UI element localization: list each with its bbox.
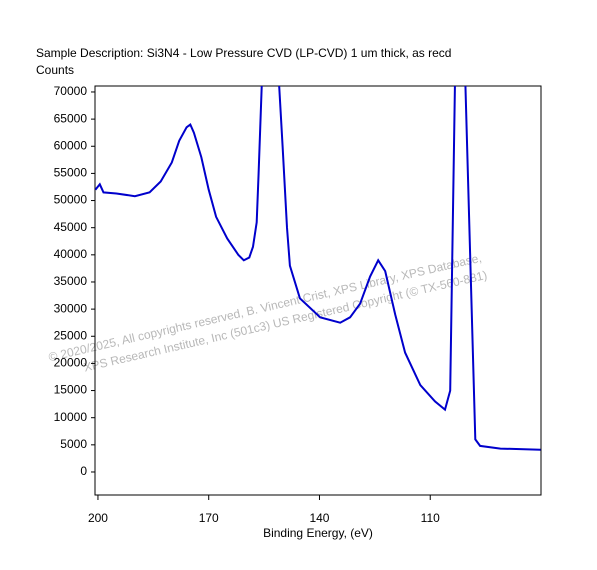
plot-frame	[94, 85, 542, 496]
y-tick-label: 20000	[54, 356, 88, 370]
chart-title: Sample Description: Si3N4 - Low Pressure…	[36, 46, 451, 60]
watermark-line: XPS Research Institute, Inc (501c3) US R…	[82, 268, 488, 375]
y-tick-label: 65000	[54, 111, 88, 125]
y-tick-label: 35000	[54, 274, 88, 288]
x-tick-label: 170	[199, 511, 219, 525]
y-tick-label: 55000	[54, 166, 88, 180]
y-tick-label: 60000	[54, 138, 88, 152]
watermark-line: © 2020/2025, All copyrights reserved, B.…	[47, 251, 483, 365]
y-tick-label: 15000	[54, 383, 88, 397]
y-tick-label: 5000	[60, 437, 87, 451]
y-tick-label: 45000	[54, 220, 88, 234]
watermark: © 2020/2025, All copyrights reserved, B.…	[47, 251, 488, 375]
y-tick-label: 40000	[54, 247, 88, 261]
y-tick-label: 25000	[54, 328, 88, 342]
x-tick-label: 110	[421, 511, 440, 525]
x-axis-label: Binding Energy, (eV)	[263, 526, 373, 540]
spectrum-line	[95, 86, 541, 451]
x-tick-label: 140	[309, 511, 329, 525]
y-tick-label: 70000	[54, 84, 88, 98]
y-tick-label: 30000	[54, 301, 88, 315]
y-axis-label: Counts	[36, 63, 74, 77]
y-tick-label: 50000	[54, 193, 88, 207]
x-tick-label: 200	[88, 511, 108, 525]
y-tick-label: 10000	[54, 410, 88, 424]
y-tick-label: 0	[80, 464, 87, 478]
